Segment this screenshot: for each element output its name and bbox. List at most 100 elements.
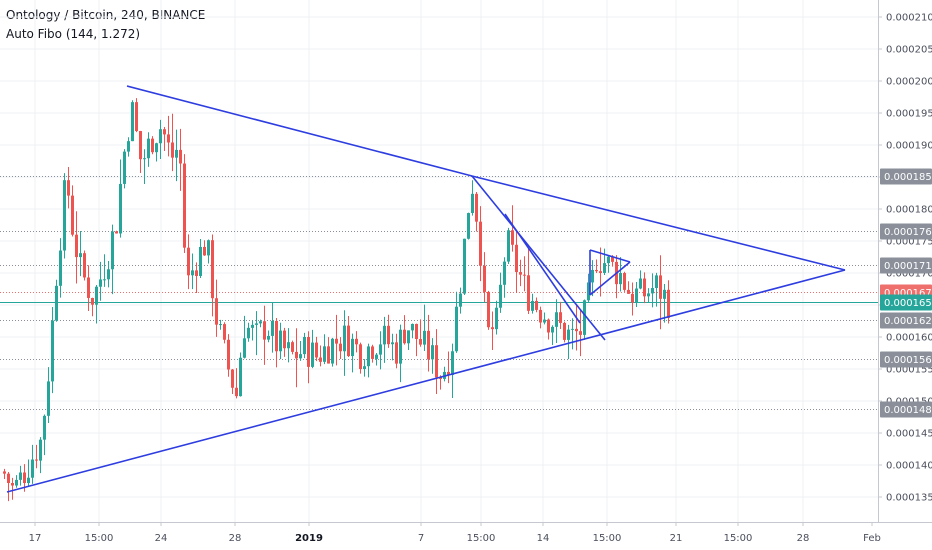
x-tick-label: 28: [229, 533, 242, 544]
candle-body: [91, 297, 94, 305]
candle-body: [279, 330, 282, 352]
candle-body: [139, 131, 142, 160]
candle-body: [199, 246, 202, 276]
candle-body: [159, 129, 162, 144]
candle-body: [563, 322, 566, 340]
candle-body: [419, 339, 422, 345]
candle-body: [295, 351, 298, 359]
candle-body: [439, 377, 442, 379]
candle-body: [223, 324, 226, 340]
candle-body: [535, 300, 538, 310]
candle-body: [151, 138, 154, 153]
candle-body: [43, 415, 46, 440]
candle-body: [283, 330, 286, 349]
candle-body: [219, 324, 222, 326]
candle-body: [459, 293, 462, 307]
candle-body: [239, 357, 242, 397]
candle-body: [235, 387, 238, 397]
candle-body: [355, 338, 358, 345]
candle-body: [343, 325, 346, 352]
candle-body: [255, 323, 258, 325]
candle-body: [299, 354, 302, 359]
candle-body: [87, 277, 90, 298]
candle-body: [451, 351, 454, 375]
candle-body: [655, 275, 658, 289]
x-tick-label: 17: [29, 533, 42, 544]
candle-body: [15, 479, 18, 486]
candle-body: [267, 335, 270, 340]
candle-body: [167, 134, 170, 143]
trendlines: [6, 85, 846, 493]
candle-body: [11, 482, 14, 486]
candle-body: [327, 346, 330, 364]
candle-body: [391, 342, 394, 345]
candle-body: [351, 338, 354, 357]
candle-body: [447, 371, 450, 375]
candle-body: [31, 459, 34, 478]
candle-body: [463, 238, 466, 294]
price-tag-label: 0.0001565: [884, 355, 932, 366]
candle-body: [367, 346, 370, 367]
x-tick-label: 21: [670, 533, 683, 544]
candle-body: [363, 366, 366, 370]
trendline: [589, 249, 631, 263]
candle-body: [179, 149, 182, 164]
candle-body: [335, 338, 338, 344]
candle-body: [271, 320, 274, 336]
x-tick-label: Feb: [863, 533, 881, 544]
candle-body: [131, 102, 134, 142]
candle-body: [591, 269, 594, 283]
price-tag: [880, 401, 932, 418]
candle-body: [275, 320, 278, 352]
price-tag-label: 0.0001487: [884, 405, 932, 416]
candle-body: [395, 342, 398, 364]
candle-body: [387, 325, 390, 345]
x-tick-label: 15:00: [85, 533, 114, 544]
candle-body: [471, 193, 474, 214]
price-tag: [880, 257, 932, 274]
candle-body: [339, 343, 342, 352]
candle-body: [211, 240, 214, 299]
price-tag-label: 0.0001654: [884, 298, 932, 309]
candle-body: [543, 319, 546, 323]
candle-body: [383, 325, 386, 345]
candle-body: [307, 336, 310, 367]
candle-body: [263, 321, 266, 340]
candle-body: [251, 324, 254, 328]
candle-body: [175, 149, 178, 158]
candle-body: [115, 231, 118, 234]
candle-body: [659, 275, 662, 299]
candle-body: [347, 325, 350, 357]
candle-body: [507, 230, 510, 262]
candles: [3, 98, 670, 502]
x-tick-label: 14: [537, 533, 550, 544]
candle-body: [475, 193, 478, 222]
candle-body: [215, 298, 218, 325]
candle-body: [55, 285, 58, 321]
candle-body: [527, 275, 530, 311]
candle-body: [323, 346, 326, 362]
candle-body: [647, 293, 650, 297]
candle-body: [187, 247, 190, 276]
fibo-levels: [0, 176, 878, 410]
candle-body: [607, 256, 610, 264]
candle-body: [467, 213, 470, 239]
candle-body: [511, 230, 514, 245]
candle-body: [487, 291, 490, 328]
price-tag: [880, 351, 932, 368]
candle-body: [63, 180, 66, 251]
candle-body: [227, 339, 230, 370]
trendline: [504, 213, 581, 324]
candle-body: [643, 278, 646, 297]
candle-body: [531, 300, 534, 311]
candle-body: [483, 265, 486, 292]
candle-body: [7, 473, 10, 483]
